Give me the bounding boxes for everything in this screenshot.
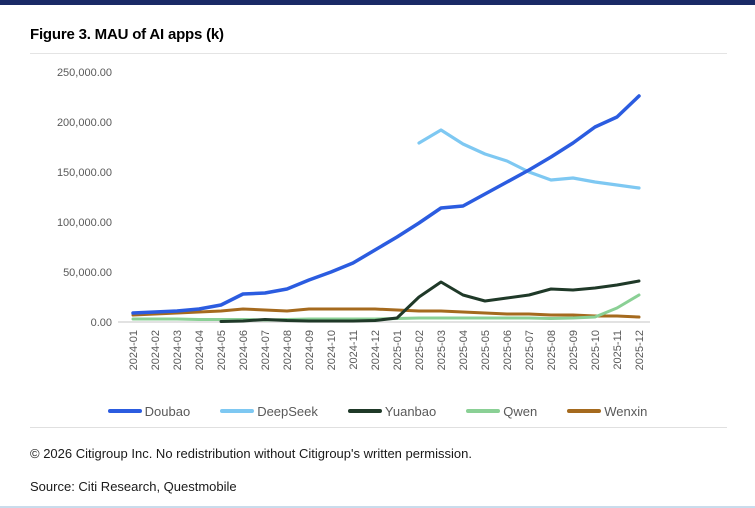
x-axis-tick-label: 2024-10 bbox=[326, 330, 338, 370]
y-axis-tick-label: 250,000.00 bbox=[57, 67, 112, 79]
x-axis-tick-label: 2024-12 bbox=[370, 330, 382, 370]
legend-item-wenxin: Wenxin bbox=[567, 404, 647, 419]
x-axis-tick-label: 2024-05 bbox=[216, 330, 228, 370]
legend-item-deepseek: DeepSeek bbox=[220, 404, 318, 419]
legend-swatch-wenxin bbox=[567, 409, 602, 413]
chart-canvas: 250,000.00 200,000.00 150,000.00 100,000.00… bbox=[57, 67, 650, 370]
x-axis-tick-label: 2024-11 bbox=[348, 330, 360, 370]
x-axis-tick-label: 2025-06 bbox=[502, 330, 514, 370]
legend-swatch-qwen bbox=[466, 409, 501, 413]
x-axis-tick-label: 2025-07 bbox=[524, 330, 536, 370]
series-line-wenxin bbox=[131, 307, 641, 319]
x-axis-tick-label: 2025-04 bbox=[458, 330, 470, 370]
x-axis-tick-label: 2025-03 bbox=[436, 330, 448, 370]
x-axis-tick-label: 2025-11 bbox=[612, 330, 624, 370]
x-axis-tick-label: 2024-04 bbox=[194, 330, 206, 370]
x-axis-tick-label: 2024-09 bbox=[304, 330, 316, 370]
legend-label: Yuanbao bbox=[384, 403, 437, 419]
legend-label: Doubao bbox=[144, 403, 191, 419]
top-accent-bar bbox=[0, 0, 755, 5]
mau-line-chart: 250,000.00 200,000.00 150,000.00 100,000.00… bbox=[0, 58, 755, 405]
x-axis-tick-label: 2024-08 bbox=[282, 330, 294, 370]
legend-label: Wenxin bbox=[604, 403, 648, 419]
x-axis-tick-label: 2024-02 bbox=[150, 330, 162, 370]
x-axis-tick-label: 2025-08 bbox=[546, 330, 558, 370]
x-axis-tick-label: 2024-03 bbox=[172, 330, 184, 370]
x-axis-tick-label: 2024-06 bbox=[238, 330, 250, 370]
source-text: Source: Citi Research, Questmobile bbox=[30, 479, 237, 494]
series-line-yuanbao bbox=[219, 279, 641, 323]
x-axis-tick-label: 2025-02 bbox=[414, 330, 426, 370]
x-axis-tick-label: 2025-05 bbox=[480, 330, 492, 370]
legend-swatch-yuanbao bbox=[347, 409, 382, 413]
legend-label: DeepSeek bbox=[257, 403, 318, 419]
legend-item-doubao: Doubao bbox=[107, 403, 191, 419]
y-axis-tick-label: 0.00 bbox=[91, 317, 112, 329]
x-axis-tick-label: 2025-12 bbox=[634, 330, 646, 370]
legend-item-qwen: Qwen bbox=[466, 404, 537, 419]
y-axis-tick-label: 100,000.00 bbox=[57, 217, 112, 229]
x-axis-tick-label: 2025-09 bbox=[568, 330, 580, 370]
series-line-doubao bbox=[131, 94, 641, 315]
y-axis-tick-label: 150,000.00 bbox=[57, 167, 112, 179]
bottom-edge-line bbox=[0, 506, 755, 508]
y-axis-tick-label: 200,000.00 bbox=[57, 117, 112, 129]
chart-legend: Doubao DeepSeek Yuanbao Qwen Wenxin bbox=[0, 401, 755, 421]
x-axis-tick-label: 2025-10 bbox=[590, 330, 602, 370]
y-axis-tick-label: 50,000.00 bbox=[63, 267, 112, 279]
x-axis-tick-label: 2025-01 bbox=[392, 330, 404, 370]
series-line-deepseek bbox=[417, 128, 641, 190]
legend-swatch-doubao bbox=[107, 409, 142, 413]
x-axis-tick-label: 2024-01 bbox=[128, 330, 140, 370]
footer-divider bbox=[30, 427, 727, 428]
legend-item-yuanbao: Yuanbao bbox=[347, 403, 437, 419]
copyright-text: © 2026 Citigroup Inc. No redistribution … bbox=[30, 446, 472, 461]
x-axis-tick-label: 2024-07 bbox=[260, 330, 272, 370]
legend-swatch-deepseek bbox=[220, 409, 255, 413]
legend-label: Qwen bbox=[503, 403, 538, 419]
title-divider bbox=[30, 53, 727, 54]
figure-title: Figure 3. MAU of AI apps (k) bbox=[30, 26, 224, 43]
